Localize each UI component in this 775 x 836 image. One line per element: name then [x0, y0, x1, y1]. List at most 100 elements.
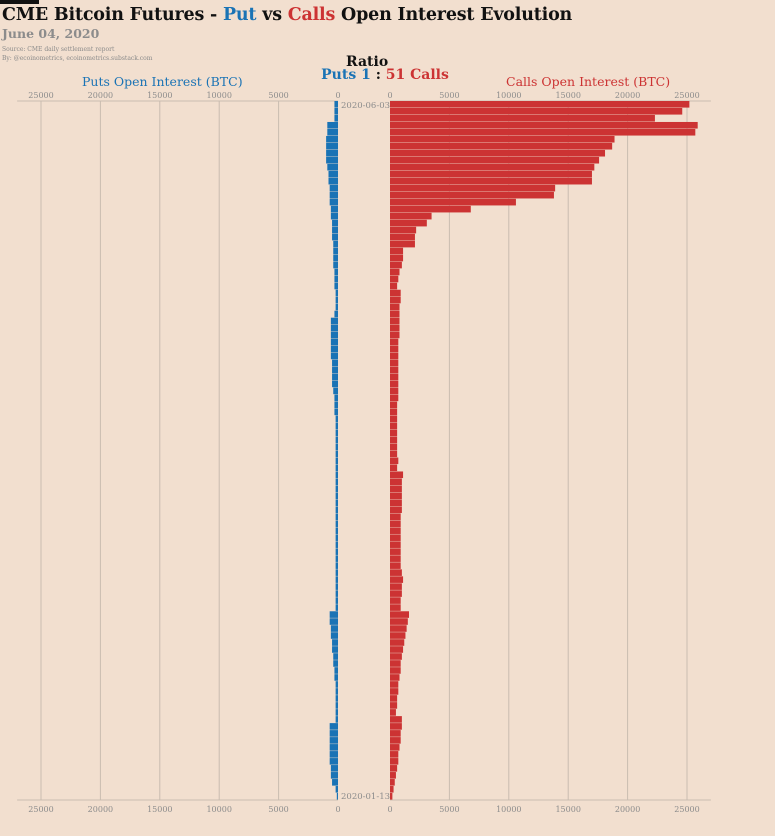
puts-bar — [334, 282, 338, 290]
puts-bar — [330, 317, 338, 325]
calls-bar — [390, 527, 401, 534]
calls-bar — [390, 492, 402, 500]
calls-bar — [390, 590, 402, 597]
calls-bar — [390, 212, 432, 220]
puts-bar — [330, 765, 338, 772]
calls-bar — [390, 366, 399, 374]
calls-bar — [390, 450, 398, 458]
puts-bar — [335, 520, 338, 527]
puts-tick-label-top: 15000 — [147, 91, 172, 100]
puts-bar — [335, 569, 338, 576]
puts-tick-label-bottom: 0 — [335, 805, 340, 814]
calls-bar — [390, 128, 696, 136]
puts-bar — [329, 758, 338, 765]
calls-bar — [390, 534, 401, 541]
title-put: Put — [222, 5, 257, 25]
puts-bar — [326, 149, 338, 157]
puts-bar — [335, 702, 338, 709]
chart-date: June 04, 2020 — [2, 26, 100, 41]
puts-bar — [327, 163, 338, 171]
calls-bar — [390, 429, 398, 437]
calls-bar — [390, 240, 415, 248]
puts-bar — [335, 450, 338, 458]
puts-bar — [333, 240, 338, 248]
calls-tick-label-top: 10000 — [496, 91, 521, 100]
calls-tick-label-bottom: 5000 — [439, 805, 459, 814]
puts-bar — [334, 667, 338, 674]
calls-bar — [390, 793, 393, 800]
calls-bar — [390, 268, 400, 276]
puts-bar — [329, 198, 338, 206]
calls-tick-label-top: 20000 — [615, 91, 640, 100]
calls-bar — [390, 737, 401, 744]
puts-bar — [330, 352, 338, 360]
calls-bar — [390, 345, 399, 353]
date-label-top: 2020-06-03 — [341, 101, 390, 111]
puts-bar — [328, 177, 338, 185]
puts-bar — [330, 632, 338, 639]
calls-bar — [390, 751, 399, 758]
calls-tick-label-bottom: 10000 — [496, 805, 521, 814]
puts-bar — [329, 723, 338, 730]
puts-bar — [326, 135, 338, 143]
calls-bar — [390, 275, 399, 283]
ratio-separator: : — [370, 67, 386, 83]
calls-tick-label-bottom: 0 — [387, 805, 392, 814]
calls-bar — [390, 191, 554, 199]
puts-bar — [332, 373, 338, 381]
calls-axis-title: Calls Open Interest (BTC) — [506, 74, 671, 89]
title-calls: Calls — [287, 5, 336, 25]
calls-bar — [390, 107, 683, 115]
puts-bar — [329, 730, 338, 737]
calls-bar — [390, 331, 400, 339]
calls-bar — [390, 702, 398, 709]
calls-bar — [390, 317, 400, 325]
calls-bar — [390, 632, 406, 639]
calls-bar — [390, 709, 396, 716]
puts-bar — [326, 142, 338, 150]
puts-bar — [335, 709, 338, 716]
calls-bar — [390, 205, 471, 213]
calls-bar — [390, 401, 398, 409]
puts-bar — [334, 107, 338, 115]
title-suffix: Open Interest Evolution — [335, 5, 573, 25]
puts-tick-label-top: 20000 — [88, 91, 113, 100]
puts-bar — [335, 443, 338, 451]
calls-bar — [390, 688, 399, 695]
puts-bar — [328, 170, 338, 178]
calls-bar — [390, 177, 592, 185]
ratio-calls: 51 Calls — [385, 67, 449, 83]
calls-bar — [390, 394, 399, 402]
calls-bar — [390, 226, 417, 234]
puts-bar — [327, 121, 338, 129]
puts-bar — [335, 499, 338, 507]
calls-bar — [390, 184, 556, 192]
puts-bar — [332, 226, 338, 234]
calls-bar — [390, 408, 398, 416]
puts-axis-title: Puts Open Interest (BTC) — [82, 74, 243, 89]
calls-bar — [390, 149, 606, 157]
puts-bar — [334, 310, 338, 318]
puts-bar — [329, 184, 338, 192]
puts-tick-label-bottom: 5000 — [268, 805, 288, 814]
title-vs: vs — [256, 5, 288, 25]
calls-bar — [390, 744, 400, 751]
calls-bar — [390, 639, 405, 646]
puts-tick-label-bottom: 25000 — [28, 805, 53, 814]
puts-bar — [335, 688, 338, 695]
puts-bar — [333, 247, 338, 255]
calls-bar — [390, 219, 427, 227]
calls-bar — [390, 324, 400, 332]
puts-bar — [330, 345, 338, 353]
puts-bar — [334, 394, 338, 402]
calls-bar — [390, 478, 402, 486]
calls-tick-label-bottom: 25000 — [674, 805, 699, 814]
calls-tick-label-bottom: 15000 — [555, 805, 580, 814]
calls-bar — [390, 310, 400, 318]
calls-bar — [390, 198, 516, 206]
puts-bar — [335, 716, 338, 723]
puts-bar — [335, 436, 338, 444]
calls-bar — [390, 436, 398, 444]
puts-bar — [335, 597, 338, 604]
